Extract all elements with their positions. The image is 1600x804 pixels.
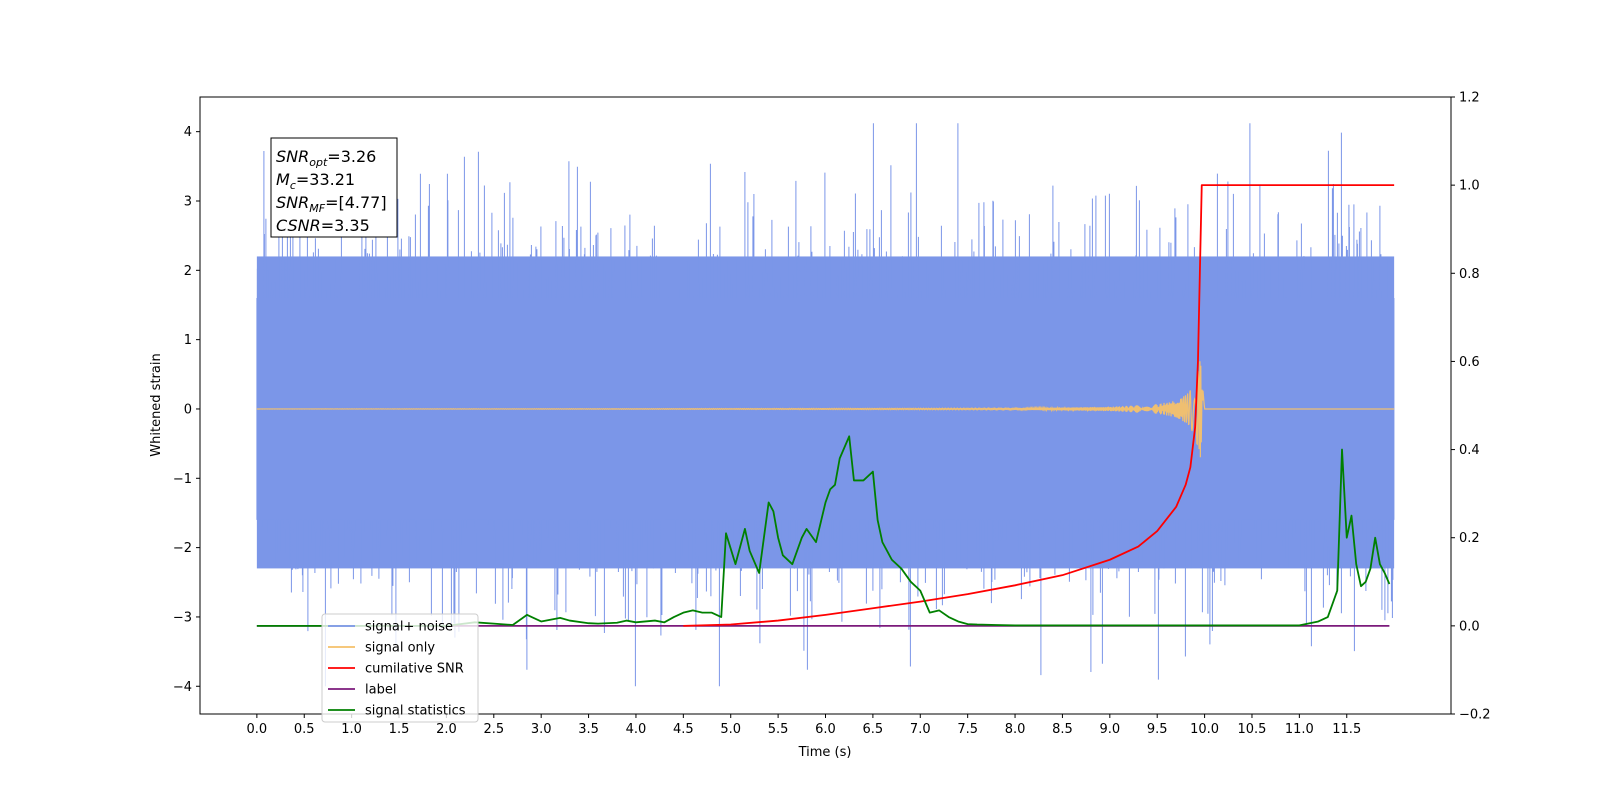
legend-label: signal only	[365, 641, 435, 656]
y-tick-label: −4	[173, 680, 192, 695]
x-tick-label: 8.0	[1005, 722, 1026, 737]
legend-label: label	[365, 683, 396, 698]
x-tick-label: 4.5	[673, 722, 694, 737]
y-tick-label: 4	[184, 125, 192, 140]
x-tick-label: 7.0	[910, 722, 931, 737]
x-tick-label: 3.5	[578, 722, 599, 737]
y2-tick-label: −0.2	[1459, 708, 1491, 723]
x-axis-label: Time (s)	[798, 745, 852, 760]
y-tick-label: 2	[184, 264, 192, 279]
y2-tick-label: 1.2	[1459, 91, 1480, 106]
x-tick-label: 1.0	[341, 722, 362, 737]
legend: signal+ noise signal only cumilative SNR la…	[321, 613, 479, 723]
x-tick-label: 0.0	[247, 722, 268, 737]
x-tick-label: 2.5	[483, 722, 504, 737]
x-tick-label: 10.5	[1238, 722, 1267, 737]
series-line-signal-statistics	[256, 435, 1391, 627]
x-tick-label: 9.0	[1099, 722, 1120, 737]
x-tick-label: 9.5	[1147, 722, 1168, 737]
y-axis-left: 4 3 2 1 0 −1 −2 −3 −4	[173, 125, 200, 695]
noise-trace	[256, 123, 1395, 687]
x-tick-label: 2.0	[436, 722, 457, 737]
x-tick-label: 4.0	[626, 722, 647, 737]
y-tick-label: 0	[184, 402, 192, 417]
x-tick-label: 6.5	[863, 722, 884, 737]
x-tick-label: 1.5	[389, 722, 410, 737]
x-tick-label: 6.0	[815, 722, 836, 737]
y2-tick-label: 1.0	[1459, 179, 1480, 194]
x-tick-label: 0.5	[294, 722, 315, 737]
signal-only-line	[256, 361, 1395, 458]
x-axis: 0.0 0.5 1.0 1.5 2.0 2.5 3.0 3.5 4.0 4.5 5.0 5.5 6.0 6…	[247, 714, 1361, 737]
legend-label: signal statistics	[365, 704, 466, 719]
y-tick-label: −1	[173, 472, 192, 487]
series-signal-only	[256, 361, 1395, 458]
legend-label: signal+ noise	[365, 620, 453, 635]
x-tick-label: 5.0	[720, 722, 741, 737]
y-tick-label: 1	[184, 333, 192, 348]
y-tick-label: −3	[173, 610, 192, 625]
y2-tick-label: 0.6	[1459, 355, 1480, 370]
y-axis-label: Whitened strain	[149, 353, 164, 456]
annotation-line: CSNR=3.35	[276, 216, 370, 235]
y2-tick-label: 0.2	[1459, 531, 1480, 546]
y2-tick-label: 0.0	[1459, 619, 1480, 634]
x-tick-label: 10.0	[1190, 722, 1219, 737]
legend-label: cumilative SNR	[365, 662, 464, 677]
y-tick-label: −2	[173, 541, 192, 556]
x-tick-label: 5.5	[768, 722, 789, 737]
series-signal-noise	[256, 123, 1395, 687]
y-axis-right: 1.2 1.0 0.8 0.6 0.4 0.2 0.0 −0.2	[1451, 91, 1491, 723]
y-tick-label: 3	[184, 194, 192, 209]
x-tick-label: 8.5	[1052, 722, 1073, 737]
legend-frame	[321, 613, 479, 723]
annotation-line: Mc=33.21	[276, 170, 355, 192]
annotation-frame	[270, 137, 398, 238]
x-tick-label: 11.0	[1285, 722, 1314, 737]
annotation-line: SNRMF=[4.77]	[276, 193, 387, 215]
y2-tick-label: 0.4	[1459, 443, 1480, 458]
x-tick-label: 3.0	[531, 722, 552, 737]
x-tick-label: 7.5	[957, 722, 978, 737]
x-tick-label: 11.5	[1332, 722, 1361, 737]
series-line-cumilative-snr	[683, 184, 1395, 627]
annotation-line: SNRopt=3.26	[276, 147, 376, 169]
y2-tick-label: 0.8	[1459, 267, 1480, 282]
